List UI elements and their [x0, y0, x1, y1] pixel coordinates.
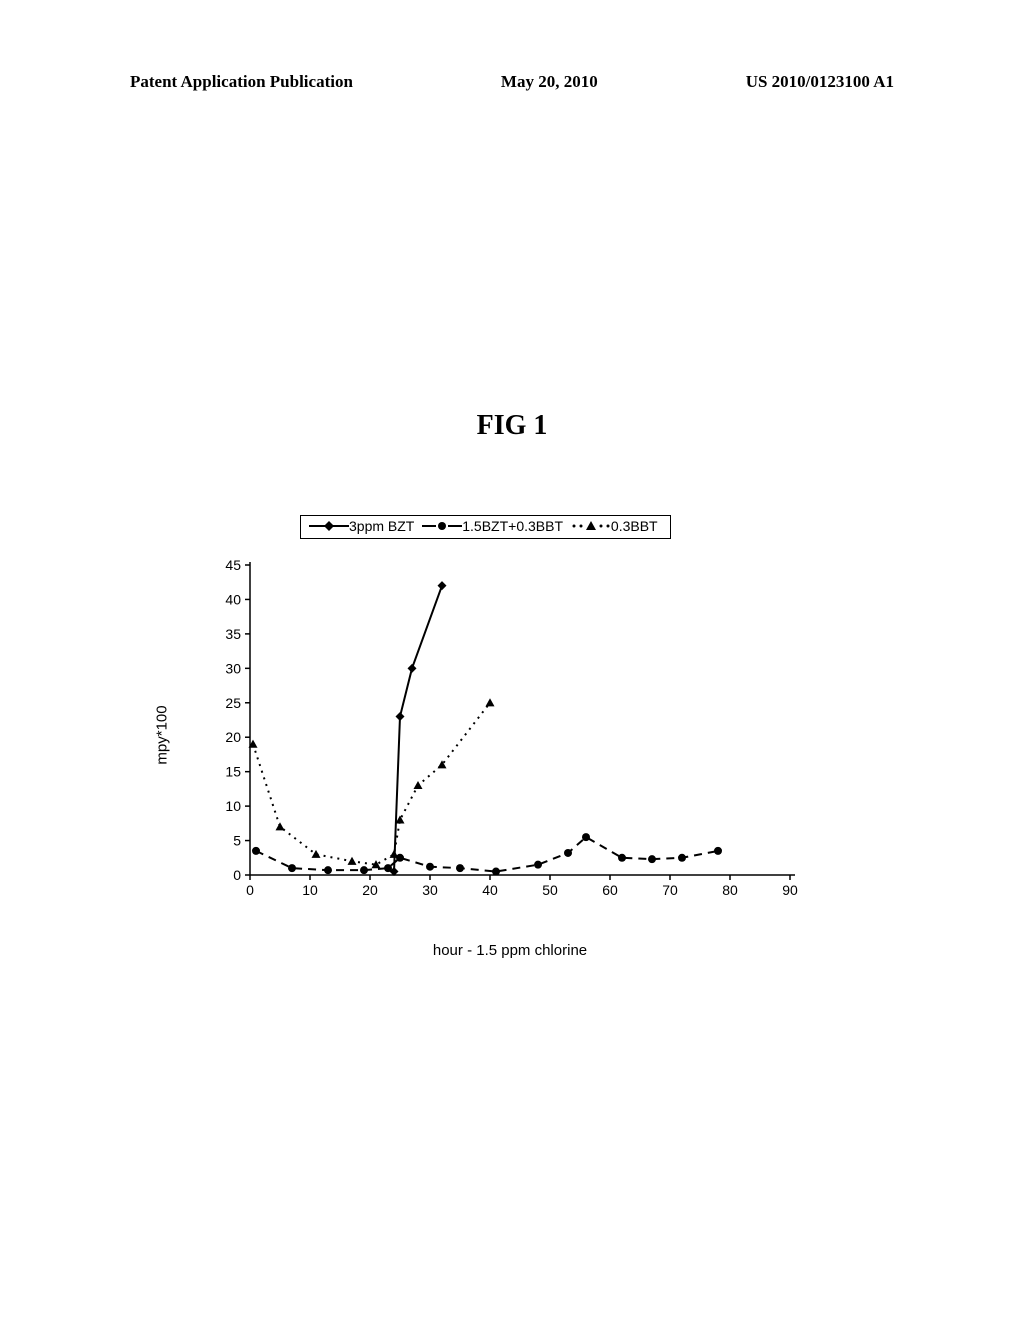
legend-item-0: 3ppm BZT — [309, 518, 414, 534]
svg-text:45: 45 — [225, 557, 241, 573]
svg-text:30: 30 — [225, 660, 241, 676]
svg-text:70: 70 — [662, 882, 678, 898]
patent-header: Patent Application Publication May 20, 2… — [0, 72, 1024, 92]
svg-text:25: 25 — [225, 695, 241, 711]
svg-text:10: 10 — [225, 798, 241, 814]
legend-marker-triangle — [571, 519, 611, 533]
header-right: US 2010/0123100 A1 — [746, 72, 894, 92]
svg-text:60: 60 — [602, 882, 618, 898]
svg-text:50: 50 — [542, 882, 558, 898]
svg-text:30: 30 — [422, 882, 438, 898]
chart-svg: 0 5 10 15 20 25 30 35 40 45 0 10 20 30 40 50 60 70 80 90 — [200, 555, 820, 915]
svg-text:0: 0 — [246, 882, 254, 898]
legend-marker-diamond — [309, 519, 349, 533]
svg-text:40: 40 — [225, 591, 241, 607]
chart-area: mpy*100 hour - 1.5 ppm chlorine 05101520… — [200, 555, 820, 915]
svg-text:90: 90 — [782, 882, 798, 898]
svg-text:80: 80 — [722, 882, 738, 898]
svg-text:0: 0 — [233, 867, 241, 883]
legend-item-2: 0.3BBT — [571, 518, 658, 534]
legend-label-0: 3ppm BZT — [349, 518, 414, 534]
svg-text:10: 10 — [302, 882, 318, 898]
header-left: Patent Application Publication — [130, 72, 353, 92]
svg-text:5: 5 — [233, 833, 241, 849]
svg-text:40: 40 — [482, 882, 498, 898]
legend-marker-circle — [422, 519, 462, 533]
svg-text:15: 15 — [225, 764, 241, 780]
legend-item-1: 1.5BZT+0.3BBT — [422, 518, 563, 534]
figure-title: FIG 1 — [0, 410, 1024, 442]
chart-legend: 3ppm BZT 1.5BZT+0.3BBT 0.3BBT — [300, 515, 671, 539]
svg-text:20: 20 — [362, 882, 378, 898]
svg-text:20: 20 — [225, 729, 241, 745]
legend-label-2: 0.3BBT — [611, 518, 658, 534]
y-axis-label: mpy*100 — [154, 705, 171, 764]
x-axis-label: hour - 1.5 ppm chlorine — [433, 942, 587, 959]
legend-label-1: 1.5BZT+0.3BBT — [462, 518, 563, 534]
svg-text:35: 35 — [225, 626, 241, 642]
header-center: May 20, 2010 — [501, 72, 598, 92]
